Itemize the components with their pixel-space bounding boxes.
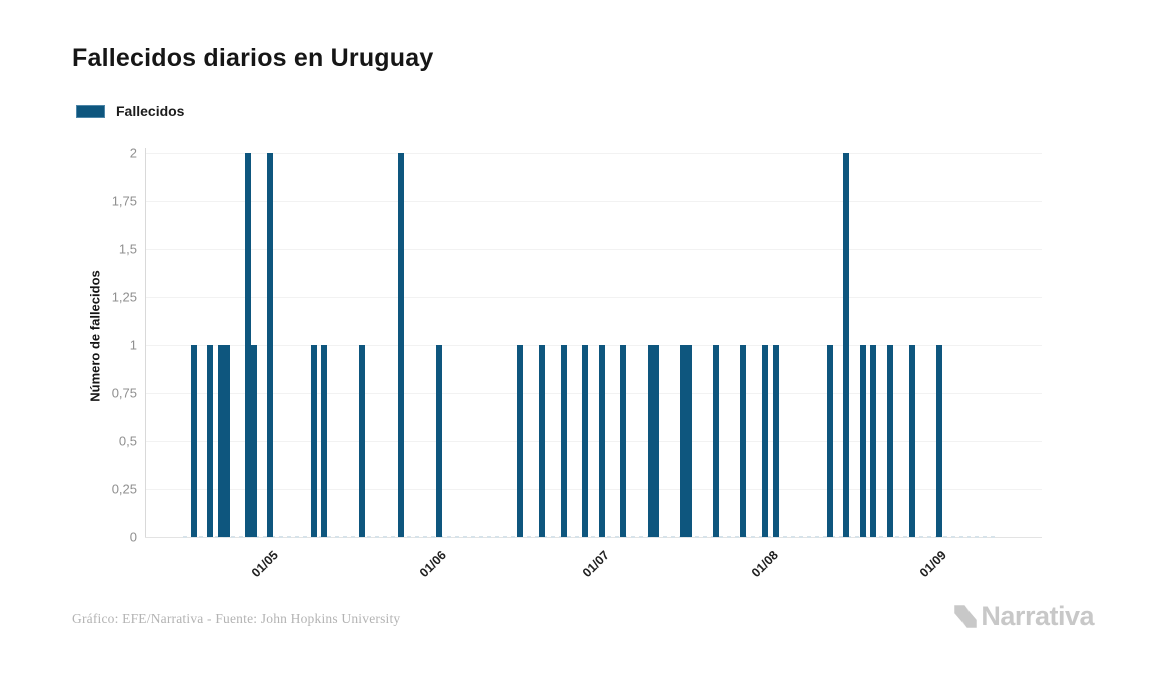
bar[interactable] [582,345,589,537]
x-tick-label: 01/05 [248,548,281,581]
gridline [145,297,1042,298]
bar[interactable] [843,153,850,537]
brand-name: Narrativa [981,601,1094,631]
bar[interactable] [772,345,779,537]
bar[interactable] [223,345,230,537]
gridline [145,345,1042,346]
x-tick-label: 01/08 [748,548,781,581]
x-tick-label: 01/09 [917,548,950,581]
x-tick-label: 01/06 [417,548,450,581]
bar[interactable] [653,345,660,537]
narrativa-logo: Narrativa [952,601,1094,632]
y-axis-line [145,148,146,537]
bar[interactable] [908,345,915,537]
y-tick-label: 0,25 [111,481,137,497]
gridline [145,489,1042,490]
bar[interactable] [321,345,328,537]
y-tick-label: 2 [129,145,137,161]
bar[interactable] [886,345,893,537]
y-tick-label: 1 [129,337,137,353]
legend-label: Fallecidos [116,103,185,119]
legend-item-fallecidos[interactable]: Fallecidos [76,103,184,119]
bar[interactable] [685,345,692,537]
bar[interactable] [740,345,746,537]
bar[interactable] [859,345,866,537]
bar[interactable] [761,345,768,537]
gridline [145,153,1042,154]
bar[interactable] [267,153,274,537]
bar[interactable] [517,345,524,537]
bar[interactable] [359,345,366,537]
gridline [145,441,1042,442]
gridline [145,393,1042,394]
y-tick-label: 0,5 [118,433,137,449]
bar[interactable] [935,345,942,537]
bar[interactable] [397,153,404,537]
bar[interactable] [538,345,545,537]
bar[interactable] [310,345,317,537]
page-title: Fallecidos diarios en Uruguay [72,44,434,72]
x-tick-label: 01/07 [580,548,613,581]
bar[interactable] [712,345,719,537]
bar[interactable] [207,345,214,537]
bar[interactable] [190,345,197,537]
bar[interactable] [826,345,833,537]
bar[interactable] [647,345,654,537]
bar[interactable] [598,345,605,537]
bar[interactable] [680,345,687,537]
y-tick-label: 1,25 [111,289,137,305]
bar[interactable] [245,153,252,537]
bar[interactable] [435,345,442,537]
bar[interactable] [218,345,225,537]
bar[interactable] [870,345,877,537]
legend-swatch-icon [76,104,105,118]
y-tick-label: 0 [129,529,137,545]
y-tick-label: 1,75 [111,193,137,209]
bar[interactable] [250,345,257,537]
zero-value-dashes [183,536,999,538]
bar[interactable] [620,345,627,537]
bar[interactable] [560,345,567,537]
credit-text: Gráfico: EFE/Narrativa - Fuente: John Ho… [72,611,401,626]
y-tick-label: 1,5 [118,241,137,257]
narrativa-n-icon [954,605,978,628]
gridline [145,249,1042,250]
gridline [145,201,1042,202]
y-tick-label: 0,75 [111,385,137,401]
